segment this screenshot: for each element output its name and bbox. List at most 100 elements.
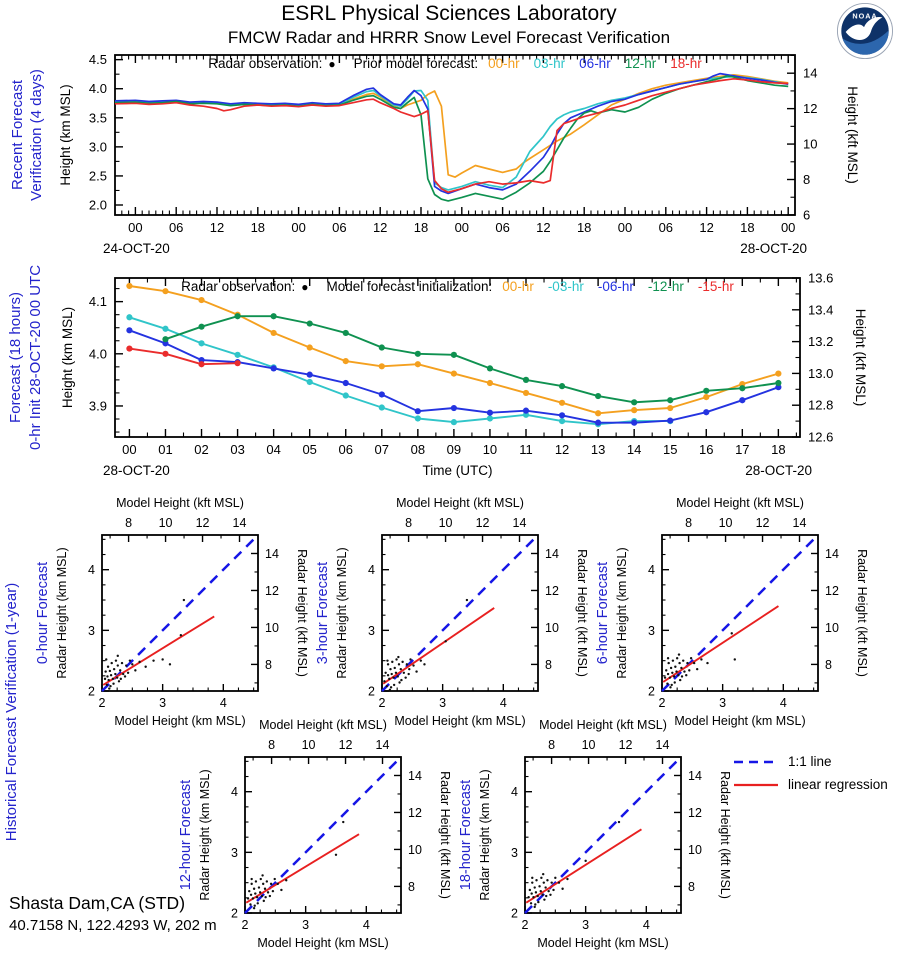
svg-text:10: 10 [159,516,173,530]
noaa-logo-text: NOAA [852,11,877,20]
svg-text:00: 00 [618,220,632,235]
legend-item-one-to-one: 1:1 line [733,750,888,773]
forecast-18h: 00 01 02 03 04 05 06 07 08 09 10 11 12 13 14 15 16 17 18 4.… [7,265,868,478]
svg-text:14: 14 [408,769,422,783]
legend-entry-18hr: 18-hr [670,56,702,71]
svg-text:14: 14 [825,547,839,561]
svg-text:12: 12 [825,584,839,598]
scatter-points [246,820,345,910]
legend-entry-12hr: 12-hr [624,56,657,71]
svg-text:24-OCT-20: 24-OCT-20 [103,241,170,256]
station-name: Shasta Dam,CA (STD) [9,893,186,913]
svg-text:3: 3 [648,624,655,638]
svg-text:4: 4 [648,563,655,577]
svg-text:8: 8 [408,880,415,894]
svg-text:14: 14 [688,769,702,783]
svg-text:3: 3 [719,696,726,710]
svg-text:Time (UTC): Time (UTC) [423,463,493,478]
svg-text:Radar Height (kft MSL): Radar Height (kft MSL) [855,549,869,677]
svg-text:12: 12 [555,442,569,457]
svg-text:2: 2 [511,907,518,921]
legend-entry-00hr: 00-hr [488,56,520,71]
regression-line [525,828,642,904]
svg-text:3: 3 [231,846,238,860]
legend-entry-minus15hr: -15-hr [697,279,734,294]
svg-text:01: 01 [158,442,172,457]
svg-text:3: 3 [439,696,446,710]
svg-text:06: 06 [495,220,509,235]
page-title: ESRL Physical Sciences Laboratory [281,2,617,25]
svg-text:Radar Height (km MSL): Radar Height (km MSL) [55,547,69,678]
svg-text:18-hour Forecast: 18-hour Forecast [458,780,474,890]
svg-text:18: 18 [771,442,785,457]
regression-label: linear regression [788,777,888,792]
svg-text:16: 16 [699,442,713,457]
svg-text:12: 12 [265,584,279,598]
svg-text:12: 12 [803,101,817,116]
scatter-3-hour: 22 3 3 4 4 8 8 10 10 12 12 14 14 Model Height (kft MS… [315,496,589,728]
svg-text:06: 06 [659,220,673,235]
svg-text:13.0: 13.0 [808,366,833,381]
svg-text:03: 03 [230,442,244,457]
svg-text:12.8: 12.8 [808,398,833,413]
svg-text:18: 18 [251,220,265,235]
svg-text:12: 12 [756,516,770,530]
svg-text:4: 4 [220,696,227,710]
regression-line-sample-icon [734,783,778,786]
svg-text:28-OCT-20: 28-OCT-20 [745,463,812,478]
svg-text:3: 3 [159,696,166,710]
svg-text:Model Height (km MSL): Model Height (km MSL) [394,714,525,728]
svg-text:4: 4 [231,785,238,799]
scatter-points [383,598,469,691]
svg-text:4: 4 [500,696,507,710]
svg-text:Model Height (km MSL): Model Height (km MSL) [674,714,805,728]
one-to-one-line [381,534,539,692]
station-coordinates: 40.7158 N, 122.4293 W, 202 m [9,917,217,934]
svg-text:4: 4 [88,563,95,577]
svg-text:Model Height (kft MSL): Model Height (kft MSL) [539,718,667,732]
scatter-points [663,632,736,689]
svg-text:00: 00 [455,220,469,235]
svg-text:13.4: 13.4 [808,302,833,317]
svg-text:6: 6 [803,207,810,222]
svg-text:28-OCT-20: 28-OCT-20 [740,241,807,256]
svg-text:4: 4 [780,696,787,710]
scatter-12-hour: 22 3 3 4 4 8 8 10 10 12 12 14 14 Model Height (kft MS… [178,718,452,950]
svg-text:Height (kft MSL): Height (kft MSL) [845,86,860,184]
svg-text:2.5: 2.5 [89,168,107,183]
svg-text:3: 3 [88,624,95,638]
svg-text:3.5: 3.5 [89,110,107,125]
svg-text:18: 18 [740,220,754,235]
svg-text:Radar Height (km MSL): Radar Height (km MSL) [198,769,212,900]
svg-text:18: 18 [577,220,591,235]
svg-text:Radar Height (kft MSL): Radar Height (kft MSL) [575,549,589,677]
svg-text:2: 2 [368,685,375,699]
svg-text:10: 10 [545,621,559,635]
one-to-one-label: 1:1 line [788,754,832,769]
svg-text:3: 3 [368,624,375,638]
svg-text:2: 2 [88,685,95,699]
svg-text:4: 4 [368,563,375,577]
svg-text:2.0: 2.0 [89,198,107,213]
series--15-hr [126,345,241,368]
legend-entry-03hr: 03-hr [533,56,566,71]
svg-text:14: 14 [265,547,279,561]
svg-text:2: 2 [379,696,386,710]
series-03-hr [114,75,789,191]
svg-text:2: 2 [99,696,106,710]
svg-text:Model Height (km MSL): Model Height (km MSL) [257,936,388,950]
svg-text:Radar Height (km MSL): Radar Height (km MSL) [335,547,349,678]
svg-text:12: 12 [339,738,353,752]
svg-text:2: 2 [522,918,529,932]
regression-line [245,833,360,904]
svg-text:8: 8 [825,658,832,672]
radar-observation-marker-icon: ● [301,279,309,294]
svg-text:00: 00 [781,220,795,235]
svg-text:12.6: 12.6 [808,430,833,445]
panel1-legend: Radar observation: ● Prior model forecas… [115,56,795,71]
svg-text:10: 10 [408,843,422,857]
svg-text:13.2: 13.2 [808,334,833,349]
svg-text:12: 12 [408,806,422,820]
svg-text:2: 2 [659,696,666,710]
